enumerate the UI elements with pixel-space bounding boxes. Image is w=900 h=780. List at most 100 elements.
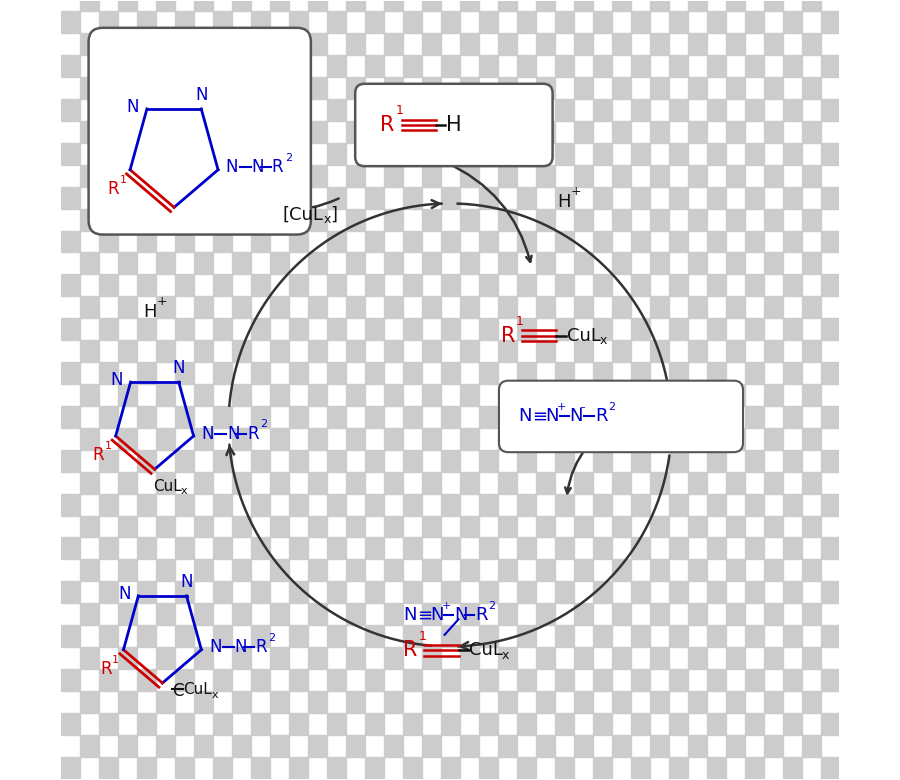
Bar (251, 362, 270, 384)
Bar (119, 691, 138, 713)
Bar (593, 186, 612, 208)
Bar (213, 537, 232, 559)
Bar (403, 669, 422, 691)
Bar (688, 0, 707, 12)
Bar (61, 537, 80, 559)
Bar (346, 34, 365, 55)
Bar (707, 406, 726, 428)
Bar (726, 735, 745, 757)
Bar (403, 12, 422, 34)
Bar (232, 559, 251, 581)
Bar (707, 55, 726, 77)
Bar (346, 340, 365, 362)
Bar (194, 165, 213, 186)
Bar (441, 625, 461, 647)
Bar (157, 208, 176, 231)
Bar (802, 296, 822, 318)
Bar (232, 253, 251, 275)
Bar (80, 472, 99, 494)
Bar (745, 55, 764, 77)
Bar (802, 165, 822, 186)
Bar (270, 296, 290, 318)
Bar (536, 208, 555, 231)
Bar (480, 55, 499, 77)
Bar (251, 143, 270, 165)
Bar (384, 165, 403, 186)
Bar (574, 428, 593, 450)
Bar (745, 362, 764, 384)
Text: R: R (475, 606, 488, 625)
Bar (651, 428, 670, 450)
Bar (764, 559, 783, 581)
Bar (518, 143, 536, 165)
Bar (480, 318, 499, 340)
Bar (536, 516, 555, 537)
Bar (384, 384, 403, 406)
Bar (612, 208, 632, 231)
Bar (384, 253, 403, 275)
Bar (536, 340, 555, 362)
Bar (290, 275, 309, 296)
Bar (688, 735, 707, 757)
Bar (61, 99, 80, 121)
Bar (764, 165, 783, 186)
Bar (461, 384, 480, 406)
Bar (688, 253, 707, 275)
Bar (726, 77, 745, 99)
Bar (157, 253, 176, 275)
Bar (841, 603, 859, 625)
Bar (176, 669, 194, 691)
Bar (555, 625, 574, 647)
Bar (365, 713, 384, 735)
Bar (119, 121, 138, 143)
Bar (119, 384, 138, 406)
Text: R: R (93, 446, 104, 464)
Bar (176, 318, 194, 340)
Bar (632, 669, 651, 691)
Bar (841, 165, 859, 186)
Bar (841, 34, 859, 55)
Bar (270, 647, 290, 669)
Text: N: N (111, 370, 122, 388)
Bar (841, 428, 859, 450)
Bar (365, 143, 384, 165)
Bar (707, 362, 726, 384)
Bar (157, 603, 176, 625)
Bar (290, 581, 309, 603)
Bar (841, 647, 859, 669)
Bar (593, 406, 612, 428)
Bar (99, 669, 119, 691)
Bar (441, 231, 461, 253)
Text: N: N (227, 424, 239, 442)
Bar (441, 12, 461, 34)
Text: 2: 2 (268, 633, 275, 643)
Bar (441, 275, 461, 296)
Bar (593, 231, 612, 253)
Bar (270, 0, 290, 12)
Text: ≡: ≡ (418, 606, 433, 625)
Bar (670, 318, 688, 340)
Bar (461, 516, 480, 537)
Bar (670, 99, 688, 121)
Text: R: R (595, 407, 608, 425)
Bar (194, 691, 213, 713)
Bar (802, 472, 822, 494)
Bar (574, 516, 593, 537)
Bar (213, 362, 232, 384)
Bar (555, 450, 574, 472)
Bar (651, 559, 670, 581)
Text: N: N (454, 606, 467, 625)
Bar (157, 340, 176, 362)
Bar (555, 99, 574, 121)
Bar (670, 713, 688, 735)
Bar (422, 0, 441, 12)
Bar (270, 77, 290, 99)
Bar (441, 186, 461, 208)
Bar (822, 99, 841, 121)
Bar (251, 406, 270, 428)
Bar (745, 625, 764, 647)
Bar (80, 121, 99, 143)
Bar (384, 340, 403, 362)
Bar (384, 603, 403, 625)
Bar (328, 99, 346, 121)
